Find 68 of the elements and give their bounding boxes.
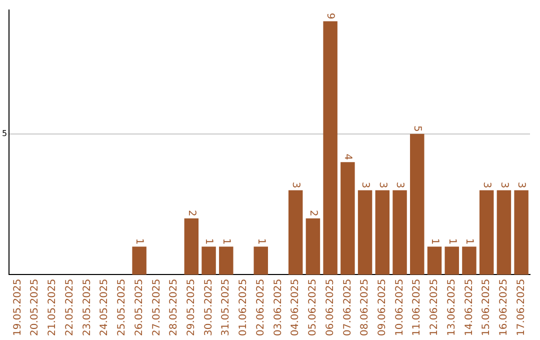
- bar: [340, 162, 355, 275]
- bar: [462, 246, 476, 275]
- data-label: 1: [446, 238, 458, 245]
- bar: [496, 190, 512, 275]
- x-tick-label: 28.05.2025: [168, 278, 180, 336]
- data-label: 3: [516, 182, 527, 188]
- x-tick-label: 06.06.2025: [324, 278, 336, 336]
- data-label: 1: [220, 238, 232, 245]
- x-tick-label: 05.06.2025: [308, 278, 319, 336]
- x-tick-label: 08.06.2025: [360, 278, 371, 336]
- x-tick-label: 14.06.2025: [464, 278, 475, 336]
- bar: [254, 246, 268, 275]
- x-tick-label: 17.06.2025: [516, 278, 527, 336]
- data-label: 1: [203, 238, 214, 245]
- x-tick-label: 31.05.2025: [220, 278, 232, 336]
- bar: [358, 190, 372, 275]
- x-tick-label: 30.05.2025: [203, 278, 214, 336]
- x-tick-label: 10.06.2025: [394, 278, 406, 336]
- x-tick-label: 01.06.2025: [238, 278, 250, 336]
- data-label: 3: [376, 182, 388, 188]
- x-tick-label: 20.05.2025: [30, 278, 41, 336]
- x-tick-label: 26.05.2025: [134, 278, 145, 336]
- data-label: 2: [307, 210, 318, 216]
- bar: [444, 246, 459, 275]
- bar: [288, 190, 303, 275]
- x-tick-label: 02.06.2025: [255, 278, 266, 336]
- bar: [202, 246, 216, 275]
- bar: [132, 246, 146, 275]
- data-label: 3: [394, 182, 406, 188]
- x-tick-label: 07.06.2025: [342, 278, 354, 336]
- x-tick-label: 09.06.2025: [377, 278, 388, 336]
- x-tick-label: 23.05.2025: [82, 278, 93, 336]
- x-tick-label: 15.06.2025: [481, 278, 492, 336]
- data-label: 1: [428, 238, 440, 245]
- x-tick-label: 27.05.2025: [151, 278, 162, 336]
- data-label: 9: [324, 12, 336, 20]
- x-tick-label: 21.05.2025: [47, 278, 58, 336]
- x-tick-label: 11.06.2025: [412, 278, 423, 336]
- data-label: 2: [186, 210, 197, 216]
- x-tick-label: 22.05.2025: [64, 278, 76, 336]
- data-label: 1: [255, 238, 266, 245]
- x-tick-label: 03.06.2025: [272, 278, 284, 336]
- data-label: 4: [342, 154, 354, 160]
- bar: [392, 190, 407, 275]
- data-label: 3: [498, 182, 510, 188]
- x-tick-label: 04.06.2025: [290, 278, 302, 336]
- bar: [375, 190, 390, 275]
- data-label: 5: [412, 126, 423, 132]
- x-tick-label: 16.06.2025: [498, 278, 510, 336]
- x-tick-label: 19.05.2025: [12, 278, 24, 336]
- x-tick-label: 24.05.2025: [99, 278, 110, 336]
- x-tick-label: 12.06.2025: [429, 278, 440, 336]
- data-label: 3: [480, 182, 492, 188]
- bar: [479, 190, 494, 275]
- x-tick-label: 25.05.2025: [116, 278, 128, 336]
- data-label: 3: [290, 182, 301, 188]
- bar: [410, 134, 424, 275]
- bar: [306, 218, 320, 275]
- data-label: 1: [464, 238, 475, 245]
- data-label: 3: [359, 182, 370, 188]
- x-tick-label: 29.05.2025: [186, 278, 197, 336]
- bar: [323, 21, 338, 275]
- data-label: 1: [134, 238, 145, 245]
- bar: [184, 218, 199, 275]
- bar: [219, 246, 234, 275]
- x-tick-label: 13.06.2025: [446, 278, 458, 336]
- bar: [514, 190, 528, 275]
- bar: [427, 246, 442, 275]
